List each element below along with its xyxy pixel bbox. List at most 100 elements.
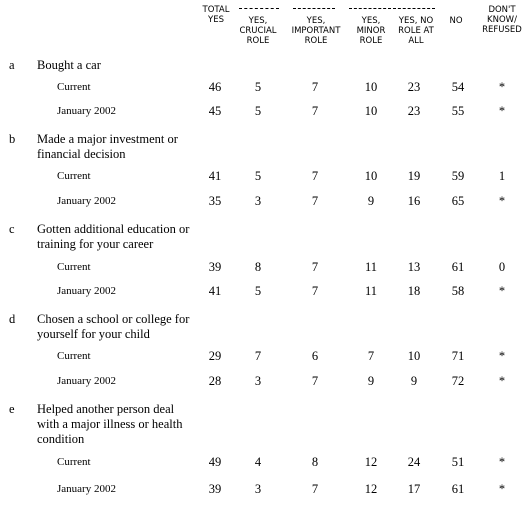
no-role-cell: 17 <box>407 482 421 496</box>
table-row: Current 29 7 6 7 10 71 * <box>0 348 528 364</box>
crucial-cell: 3 <box>254 194 262 208</box>
no-cell: 71 <box>451 349 465 363</box>
table-row: January 2002 41 5 7 11 18 58 * <box>0 283 528 299</box>
question-text: Chosen a school or college for yourself … <box>37 312 190 341</box>
no-role-cell: 23 <box>407 80 421 94</box>
question-text: Made a major investment or financial dec… <box>37 132 178 161</box>
total-yes-cell: 49 <box>208 455 222 469</box>
total-yes-cell: 41 <box>208 169 222 183</box>
header-crucial-role: YES, CRUCIAL ROLE <box>239 16 277 46</box>
minor-cell: 10 <box>364 169 378 183</box>
table-row: January 2002 39 3 7 12 17 61 * <box>0 481 528 497</box>
header-total-yes: TOTAL YES <box>202 5 230 25</box>
dont-know-cell: * <box>498 455 506 469</box>
table-row: Current 46 5 7 10 23 54 * <box>0 79 528 95</box>
no-role-cell: 13 <box>407 260 421 274</box>
question-text: Gotten additional education or training … <box>37 222 190 251</box>
item-letter: d <box>9 312 16 326</box>
minor-cell: 9 <box>367 374 375 388</box>
total-yes-cell: 29 <box>208 349 222 363</box>
total-yes-cell: 45 <box>208 104 222 118</box>
minor-cell: 9 <box>367 194 375 208</box>
minor-cell: 12 <box>364 482 378 496</box>
minor-cell: 10 <box>364 104 378 118</box>
no-cell: 51 <box>451 455 465 469</box>
dont-know-cell: * <box>498 284 506 298</box>
important-cell: 6 <box>311 349 319 363</box>
total-yes-cell: 39 <box>208 260 222 274</box>
header-rule <box>293 8 335 9</box>
table-row: Current 41 5 7 10 19 59 1 <box>0 168 528 184</box>
table-row: January 2002 45 5 7 10 23 55 * <box>0 103 528 119</box>
total-yes-cell: 41 <box>208 284 222 298</box>
row-label: January 2002 <box>57 195 116 207</box>
item-letter: b <box>9 132 16 146</box>
important-cell: 7 <box>311 260 319 274</box>
no-cell: 55 <box>451 104 465 118</box>
dont-know-cell: * <box>498 104 506 118</box>
no-role-cell: 23 <box>407 104 421 118</box>
header-no: NO <box>449 16 463 26</box>
total-yes-cell: 28 <box>208 374 222 388</box>
no-cell: 58 <box>451 284 465 298</box>
no-role-cell: 24 <box>407 455 421 469</box>
dont-know-cell: * <box>498 482 506 496</box>
header-important-role: YES, IMPORTANT ROLE <box>291 16 341 46</box>
question-text: Bought a car <box>37 58 101 72</box>
important-cell: 7 <box>311 104 319 118</box>
item-letter: e <box>9 402 15 416</box>
no-role-cell: 9 <box>410 374 418 388</box>
row-label: Current <box>57 456 91 468</box>
header-rule <box>239 8 279 9</box>
dont-know-cell: * <box>498 349 506 363</box>
row-label: January 2002 <box>57 105 116 117</box>
row-label: Current <box>57 350 91 362</box>
no-cell: 61 <box>451 482 465 496</box>
item-letter: a <box>9 58 15 72</box>
header-rule <box>349 8 391 9</box>
important-cell: 7 <box>311 80 319 94</box>
row-label: Current <box>57 81 91 93</box>
table-row: January 2002 35 3 7 9 16 65 * <box>0 193 528 209</box>
header-rule <box>393 8 435 9</box>
dont-know-cell: * <box>498 374 506 388</box>
no-cell: 65 <box>451 194 465 208</box>
table-row: Current 49 4 8 12 24 51 * <box>0 454 528 470</box>
dont-know-cell: * <box>498 80 506 94</box>
row-label: Current <box>57 170 91 182</box>
question-text: Helped another person deal with a major … <box>37 402 183 446</box>
no-cell: 54 <box>451 80 465 94</box>
item-letter: c <box>9 222 15 236</box>
important-cell: 7 <box>311 169 319 183</box>
crucial-cell: 5 <box>254 80 262 94</box>
dont-know-cell: 1 <box>498 169 506 183</box>
total-yes-cell: 39 <box>208 482 222 496</box>
crucial-cell: 3 <box>254 374 262 388</box>
minor-cell: 11 <box>364 260 378 274</box>
total-yes-cell: 35 <box>208 194 222 208</box>
table-row: Current 39 8 7 11 13 61 0 <box>0 259 528 275</box>
no-role-cell: 10 <box>407 349 421 363</box>
crucial-cell: 4 <box>254 455 262 469</box>
crucial-cell: 5 <box>254 284 262 298</box>
important-cell: 7 <box>311 284 319 298</box>
crucial-cell: 3 <box>254 482 262 496</box>
dont-know-cell: * <box>498 194 506 208</box>
no-cell: 59 <box>451 169 465 183</box>
no-role-cell: 19 <box>407 169 421 183</box>
crucial-cell: 7 <box>254 349 262 363</box>
minor-cell: 12 <box>364 455 378 469</box>
row-label: January 2002 <box>57 375 116 387</box>
no-cell: 61 <box>451 260 465 274</box>
row-label: Current <box>57 261 91 273</box>
no-cell: 72 <box>451 374 465 388</box>
important-cell: 7 <box>311 374 319 388</box>
minor-cell: 7 <box>367 349 375 363</box>
no-role-cell: 18 <box>407 284 421 298</box>
crucial-cell: 5 <box>254 169 262 183</box>
header-minor-role: YES, MINOR ROLE <box>356 16 386 46</box>
important-cell: 7 <box>311 482 319 496</box>
total-yes-cell: 46 <box>208 80 222 94</box>
no-role-cell: 16 <box>407 194 421 208</box>
header-no-role: YES, NO ROLE AT ALL <box>398 16 434 46</box>
